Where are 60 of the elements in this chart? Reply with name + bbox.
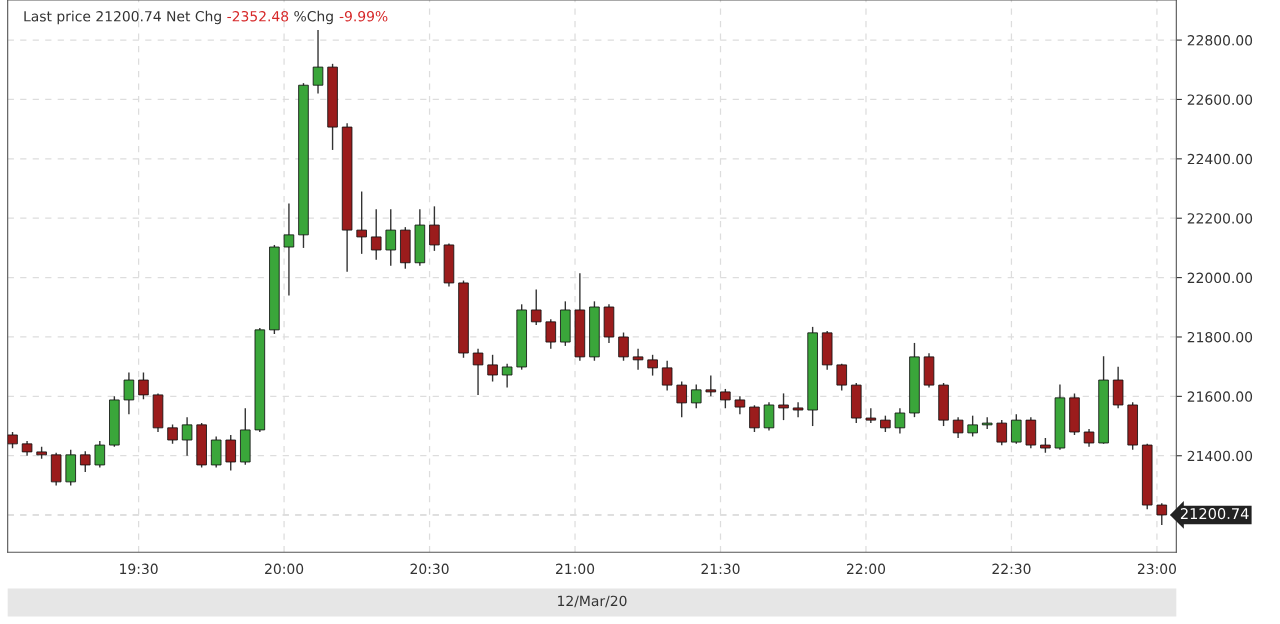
x-tick-label: 21:30 xyxy=(701,563,740,575)
candlestick xyxy=(865,407,877,424)
x-tick-label: 22:00 xyxy=(846,563,886,575)
candlestick xyxy=(225,434,237,472)
annotation: -2352.48 xyxy=(227,11,289,22)
candlestick xyxy=(545,318,557,350)
y-tick-label: 22600.00 xyxy=(1187,94,1253,105)
x-tick-label: 19:30 xyxy=(120,563,158,575)
candlestick xyxy=(676,380,687,418)
candlestick xyxy=(138,371,149,401)
candlestick xyxy=(647,354,658,377)
candlestick xyxy=(778,392,789,421)
candlestick xyxy=(385,208,397,267)
y-tick-label: 22200.00 xyxy=(1187,213,1253,224)
candlestick xyxy=(967,414,978,438)
candlestick xyxy=(429,205,440,252)
y-tick-label: 22000.00 xyxy=(1187,272,1253,284)
x-axis-title: 12/Mar/20 xyxy=(558,595,627,608)
candlestick xyxy=(167,423,178,445)
candlestick xyxy=(356,190,367,255)
y-tick-label: 22800.00 xyxy=(1187,35,1253,46)
candlestick xyxy=(501,363,513,389)
candlestick xyxy=(618,331,629,362)
candlestick xyxy=(952,416,964,439)
x-tick-label: 20:30 xyxy=(410,563,449,575)
y-tick-label: 21600.00 xyxy=(1187,391,1253,402)
candlestick xyxy=(123,371,135,415)
candlestick xyxy=(792,401,804,418)
candlestick xyxy=(749,404,760,433)
y-tick-label: 21800.00 xyxy=(1187,331,1253,343)
candlestick xyxy=(487,354,498,383)
annotation: %Chg xyxy=(294,10,333,25)
candlestick xyxy=(80,450,91,473)
x-tick-label: 20:00 xyxy=(265,563,304,575)
candlestick xyxy=(720,388,731,409)
annotation: -9.99% xyxy=(339,11,388,22)
annotation: Last price 21200.74 Net Chg xyxy=(24,10,221,25)
ref-line-label: 21200.74 xyxy=(1180,508,1249,520)
x-tick-label: 21:00 xyxy=(556,563,595,575)
candlestick xyxy=(836,363,847,392)
y-tick-label: 21400.00 xyxy=(1187,450,1253,462)
x-tick-label: 23:00 xyxy=(1137,563,1177,575)
candlestick xyxy=(181,416,193,457)
candlestick xyxy=(705,374,717,398)
candlestick xyxy=(312,29,324,95)
candlestick xyxy=(632,348,644,371)
candlestick xyxy=(661,360,673,392)
candlestick xyxy=(283,202,295,297)
candlestick xyxy=(1156,502,1168,526)
candlestick xyxy=(690,383,702,409)
candlestick xyxy=(894,407,906,435)
candlestick xyxy=(996,419,1008,447)
candlestick xyxy=(530,288,542,326)
candlestick xyxy=(370,208,382,261)
y-tick-label: 22400.00 xyxy=(1187,153,1253,165)
candlestick xyxy=(763,401,775,432)
candlestick xyxy=(472,348,484,396)
candlestick xyxy=(94,440,106,469)
candlestick xyxy=(1011,413,1022,445)
x-tick-label: 22:30 xyxy=(992,563,1031,575)
